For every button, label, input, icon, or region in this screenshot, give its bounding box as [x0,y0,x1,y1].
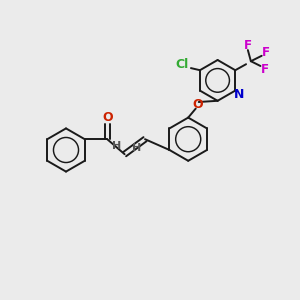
Text: O: O [192,98,202,112]
Text: F: F [262,46,270,59]
Text: Cl: Cl [175,58,189,71]
Text: O: O [102,111,112,124]
Text: H: H [112,141,121,151]
Text: F: F [261,63,269,76]
Text: N: N [234,88,244,101]
Text: F: F [244,39,252,52]
Text: H: H [132,142,141,153]
